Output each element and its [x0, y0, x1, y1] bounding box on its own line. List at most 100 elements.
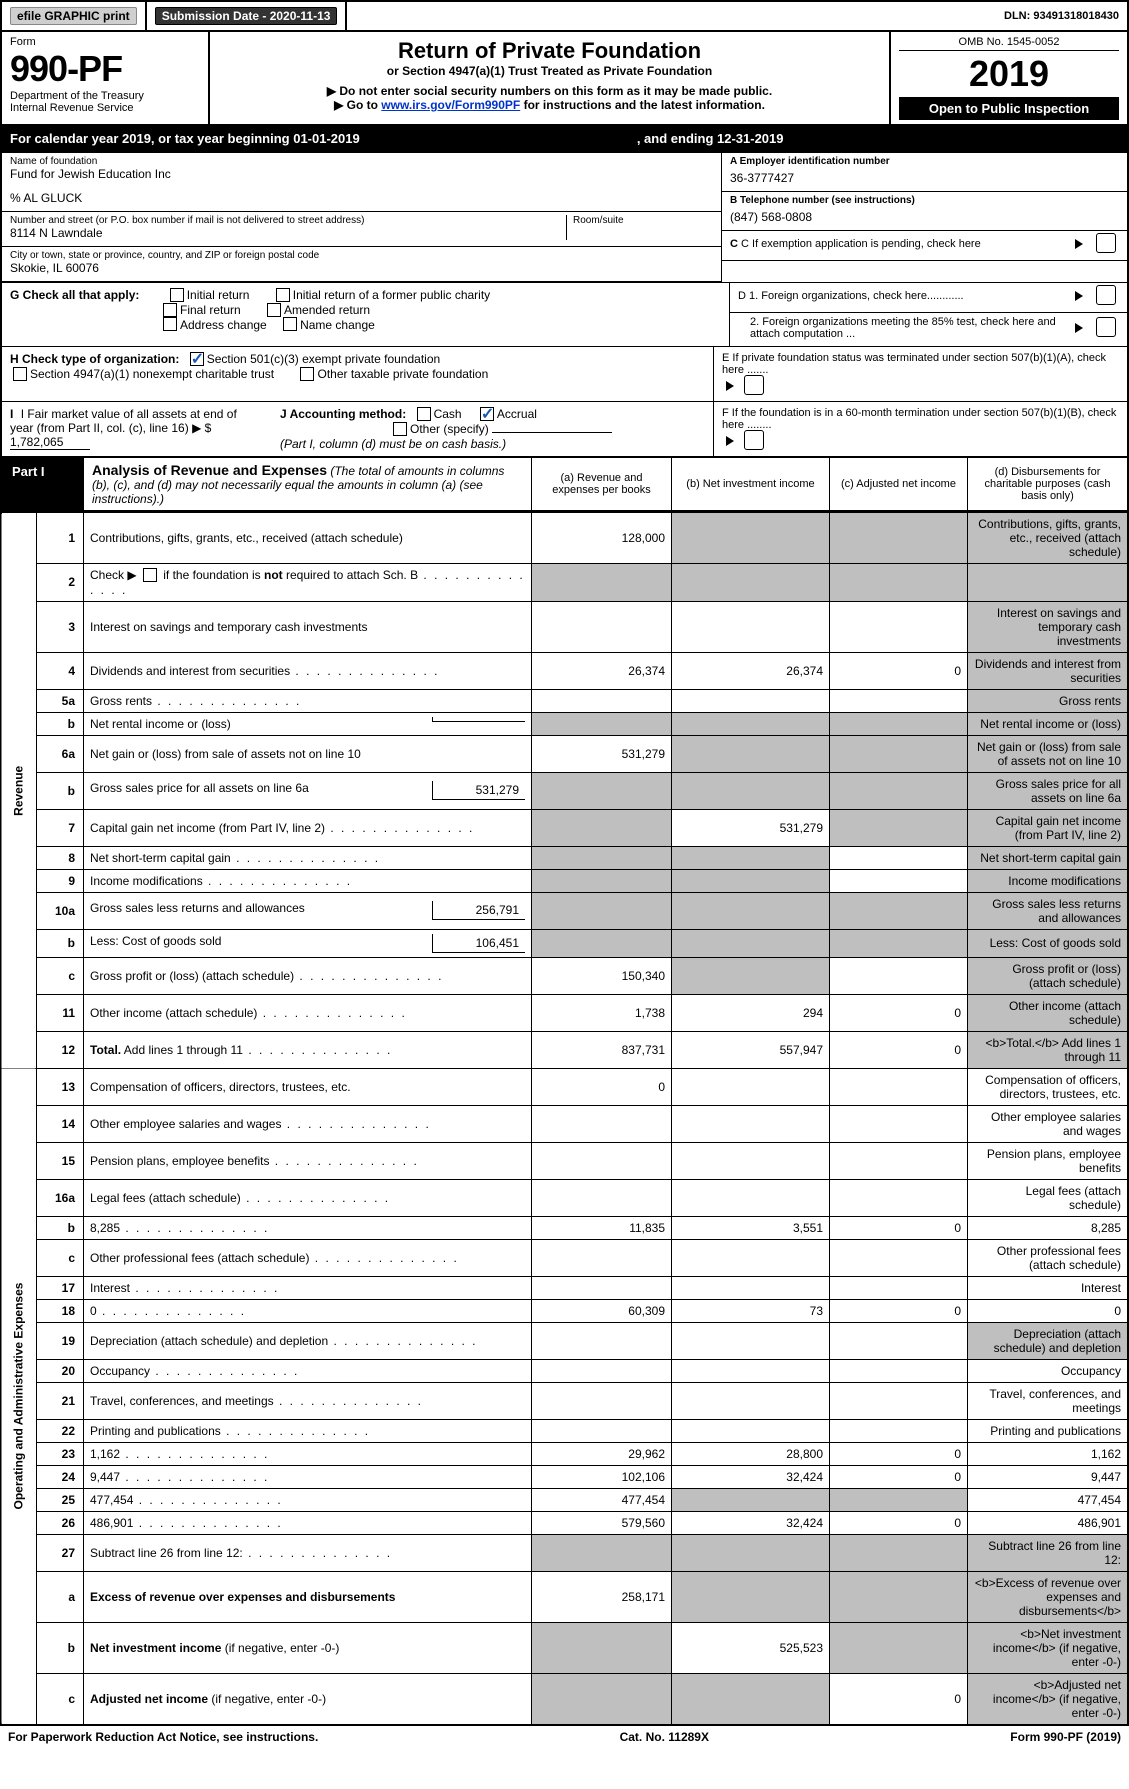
cell-c: 0	[830, 1031, 968, 1068]
table-row: 4Dividends and interest from securities2…	[1, 652, 1128, 689]
opt-other-taxable: Other taxable private foundation	[317, 367, 488, 381]
line-number: 23	[37, 1442, 84, 1465]
table-row: 20OccupancyOccupancy	[1, 1359, 1128, 1382]
cell-d: Interest on savings and temporary cash i…	[968, 601, 1129, 652]
arrow-icon	[1075, 239, 1083, 249]
cell-a	[532, 929, 672, 957]
line-number: 17	[37, 1276, 84, 1299]
checkbox-initial-return[interactable]	[170, 288, 184, 302]
cell-b	[672, 929, 830, 957]
j-note: (Part I, column (d) must be on cash basi…	[280, 437, 506, 451]
checkbox-name-change[interactable]	[283, 317, 297, 331]
cell-c	[830, 712, 968, 735]
checkbox-amended[interactable]	[267, 303, 281, 317]
checkbox-address-change[interactable]	[163, 317, 177, 331]
checkbox-initial-former[interactable]	[276, 288, 290, 302]
checkbox-e[interactable]	[744, 375, 764, 395]
checkbox-final-return[interactable]	[163, 303, 177, 317]
g-label: G Check all that apply:	[10, 288, 139, 302]
submission-date-button[interactable]: Submission Date - 2020-11-13	[155, 7, 338, 25]
table-row: 231,16229,96228,80001,162	[1, 1442, 1128, 1465]
table-row: 27Subtract line 26 from line 12:Subtract…	[1, 1534, 1128, 1571]
line-desc: Other employee salaries and wages	[84, 1105, 532, 1142]
col-b-header: (b) Net investment income	[671, 458, 829, 510]
care-of: % AL GLUCK	[10, 191, 713, 205]
line-desc: Net investment income (if negative, ente…	[84, 1622, 532, 1673]
cell-c	[830, 892, 968, 929]
city-state-zip: Skokie, IL 60076	[10, 261, 713, 275]
line-desc: 9,447	[84, 1465, 532, 1488]
checkbox-sch-b[interactable]	[143, 568, 157, 582]
line-number: 25	[37, 1488, 84, 1511]
line-desc: Net gain or (loss) from sale of assets n…	[84, 735, 532, 772]
form-note2: ▶ Go to www.irs.gov/Form990PF for instru…	[220, 98, 879, 112]
phone-value: (847) 568-0808	[730, 210, 1119, 224]
cell-c	[830, 601, 968, 652]
cell-c	[830, 735, 968, 772]
table-row: 6aNet gain or (loss) from sale of assets…	[1, 735, 1128, 772]
cell-b	[672, 1105, 830, 1142]
street-address: 8114 N Lawndale	[10, 226, 566, 240]
cell-b: 32,424	[672, 1465, 830, 1488]
line-number: a	[37, 1571, 84, 1622]
cell-d: Travel, conferences, and meetings	[968, 1382, 1129, 1419]
cell-a: 837,731	[532, 1031, 672, 1068]
line-desc: Other professional fees (attach schedule…	[84, 1239, 532, 1276]
checkbox-c[interactable]	[1096, 233, 1116, 253]
cell-d: Other professional fees (attach schedule…	[968, 1239, 1129, 1276]
cell-d: Printing and publications	[968, 1419, 1129, 1442]
cell-b	[672, 869, 830, 892]
checkbox-f[interactable]	[744, 430, 764, 450]
line-desc: 1,162	[84, 1442, 532, 1465]
cell-b: 28,800	[672, 1442, 830, 1465]
line-number: 22	[37, 1419, 84, 1442]
line-number: 7	[37, 809, 84, 846]
table-row: 22Printing and publicationsPrinting and …	[1, 1419, 1128, 1442]
omb-number: OMB No. 1545-0052	[899, 36, 1119, 51]
cell-c	[830, 564, 968, 602]
table-row: aExcess of revenue over expenses and dis…	[1, 1571, 1128, 1622]
line-desc: 8,285	[84, 1216, 532, 1239]
cell-b	[672, 1179, 830, 1216]
line-desc: Occupancy	[84, 1359, 532, 1382]
cell-a: 531,279	[532, 735, 672, 772]
cell-a: 150,340	[532, 957, 672, 994]
cell-d: Contributions, gifts, grants, etc., rece…	[968, 513, 1129, 564]
cell-a	[532, 689, 672, 712]
form-note1: ▶ Do not enter social security numbers o…	[220, 84, 879, 98]
cell-b	[672, 846, 830, 869]
checkbox-other-method[interactable]	[393, 422, 407, 436]
cell-b	[672, 1276, 830, 1299]
part1-table: Revenue1Contributions, gifts, grants, et…	[0, 512, 1129, 1726]
irs-link[interactable]: www.irs.gov/Form990PF	[381, 98, 520, 112]
checkbox-cash[interactable]	[417, 407, 431, 421]
line-desc: 486,901	[84, 1511, 532, 1534]
cell-d: 477,454	[968, 1488, 1129, 1511]
checkbox-other-taxable[interactable]	[300, 367, 314, 381]
fmv-amount: 1,782,065	[10, 435, 90, 450]
efile-button[interactable]: efile GRAPHIC print	[10, 7, 137, 25]
line-number: 4	[37, 652, 84, 689]
checkbox-4947[interactable]	[13, 367, 27, 381]
table-row: bNet investment income (if negative, ent…	[1, 1622, 1128, 1673]
table-row: 17InterestInterest	[1, 1276, 1128, 1299]
cell-b	[672, 1571, 830, 1622]
cell-d: Other employee salaries and wages	[968, 1105, 1129, 1142]
checkbox-501c3[interactable]	[190, 352, 204, 366]
cell-a	[532, 1239, 672, 1276]
table-row: 21Travel, conferences, and meetingsTrave…	[1, 1382, 1128, 1419]
cell-c: 0	[830, 1511, 968, 1534]
calendar-year-row: For calendar year 2019, or tax year begi…	[0, 124, 1129, 153]
line-number: 24	[37, 1465, 84, 1488]
h-label: H Check type of organization:	[10, 352, 179, 366]
cell-b: 531,279	[672, 809, 830, 846]
line-desc: Gross sales less returns and allowances …	[84, 892, 532, 929]
line-desc: Gross sales price for all assets on line…	[84, 772, 532, 809]
cell-a	[532, 1359, 672, 1382]
checkbox-d2[interactable]	[1096, 317, 1116, 337]
checkbox-accrual[interactable]	[480, 407, 494, 421]
checkbox-d1[interactable]	[1096, 285, 1116, 305]
line-desc: Pension plans, employee benefits	[84, 1142, 532, 1179]
cell-a: 1,738	[532, 994, 672, 1031]
cell-c	[830, 1179, 968, 1216]
